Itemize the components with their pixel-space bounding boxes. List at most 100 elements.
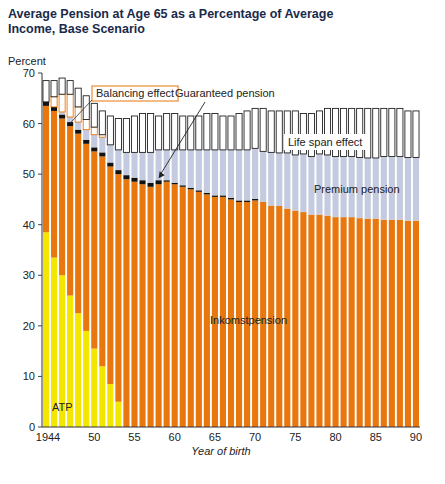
bar-segment <box>365 108 371 158</box>
bar-segment <box>115 174 121 402</box>
bar-segment <box>115 170 121 174</box>
bar-segment <box>180 116 186 150</box>
bar-segment <box>196 192 202 427</box>
bar-segment <box>204 113 210 149</box>
bar-segment <box>373 108 379 158</box>
bar-segment <box>83 120 89 130</box>
bar-segment <box>365 219 371 427</box>
series-label: ATP <box>52 401 73 413</box>
y-axis-label: Percent <box>8 55 46 67</box>
bar-segment <box>107 167 113 384</box>
bar-segment <box>107 116 113 145</box>
bar-segment <box>244 200 250 202</box>
y-tick <box>38 174 42 175</box>
bar-segment <box>91 349 97 427</box>
bar-segment <box>300 212 306 427</box>
bar-segment <box>164 113 170 149</box>
bar-segment <box>357 218 363 427</box>
y-tick <box>38 325 42 326</box>
bar-segment <box>43 102 49 106</box>
bar-segment <box>196 116 202 150</box>
bar-segment <box>236 150 242 201</box>
bar-segment <box>107 384 113 427</box>
bar-segment <box>99 111 105 135</box>
bar-segment <box>59 94 65 112</box>
bar-segment <box>172 183 178 185</box>
bar-segment <box>75 130 81 134</box>
bar-segment <box>51 97 57 107</box>
bar-segment <box>148 113 154 152</box>
x-tick-label: 1944 <box>36 431 60 443</box>
bar-segment <box>276 111 282 153</box>
bar-segment <box>212 195 218 197</box>
bar-segment <box>131 182 137 427</box>
bar-segment <box>123 119 129 153</box>
series-label: Guaranteed pension <box>175 87 275 99</box>
bar-segment <box>99 137 105 152</box>
bar-segment <box>107 145 113 163</box>
bar-segment <box>180 185 186 187</box>
bar-segment <box>260 151 266 202</box>
bar-segment <box>349 217 355 427</box>
label-box <box>92 86 178 101</box>
y-tick-label: 10 <box>23 370 35 382</box>
bar-segment <box>91 127 97 135</box>
bar-segment <box>397 108 403 156</box>
y-tick-label: 30 <box>23 269 35 281</box>
bar-segment <box>292 155 298 211</box>
bar-segment <box>123 179 129 427</box>
bar-segment <box>83 144 89 331</box>
bar-segment <box>115 402 121 427</box>
bar-segment <box>405 111 411 158</box>
bar-segment <box>212 197 218 427</box>
bar-segment <box>59 78 65 94</box>
bar-segment <box>204 193 210 195</box>
bar-segment <box>220 116 226 150</box>
bar-segment <box>236 200 242 202</box>
bar-segment <box>228 198 234 200</box>
x-tick-label: 80 <box>329 431 341 443</box>
bar-segment <box>389 220 395 427</box>
bar-segment <box>220 150 226 196</box>
leader-line <box>71 100 92 122</box>
bar-segment <box>83 130 89 140</box>
y-tick-label: 50 <box>23 168 35 180</box>
bar-segment <box>139 152 145 180</box>
bar-segment <box>99 156 105 366</box>
bar-segment <box>43 81 49 102</box>
bar-segment <box>51 111 57 258</box>
bar-segment <box>196 190 202 192</box>
bar-segment <box>212 150 218 196</box>
bar-segment <box>373 219 379 427</box>
bar-segment <box>51 81 57 97</box>
y-tick <box>38 224 42 225</box>
y-axis <box>42 73 43 427</box>
bar-segment <box>91 135 97 148</box>
bar-segment <box>43 106 49 232</box>
bar-segment <box>83 140 89 144</box>
bar-segment <box>115 119 121 150</box>
bar-segment <box>204 194 210 427</box>
bar-segment <box>324 216 330 427</box>
bar-segment <box>91 147 97 151</box>
y-tick-label: 0 <box>29 421 35 433</box>
bar-segment <box>83 96 89 120</box>
bar-segment <box>188 188 194 190</box>
y-tick <box>38 376 42 377</box>
bar-segment <box>139 113 145 152</box>
y-tick <box>38 73 42 74</box>
bar-segment <box>164 182 170 427</box>
bar-segment <box>59 119 65 276</box>
bar-segment <box>51 107 57 111</box>
bar-segment <box>252 108 258 148</box>
bar-segment <box>413 157 419 220</box>
bar-segment <box>268 152 274 205</box>
bar-segment <box>148 187 154 427</box>
bar-segment <box>156 116 162 150</box>
x-tick-label: 85 <box>370 431 382 443</box>
bar-segment <box>156 184 162 427</box>
bar-segment <box>244 150 250 201</box>
bar-segment <box>196 150 202 190</box>
bar-segment <box>139 180 145 184</box>
bar-segment <box>131 178 137 182</box>
